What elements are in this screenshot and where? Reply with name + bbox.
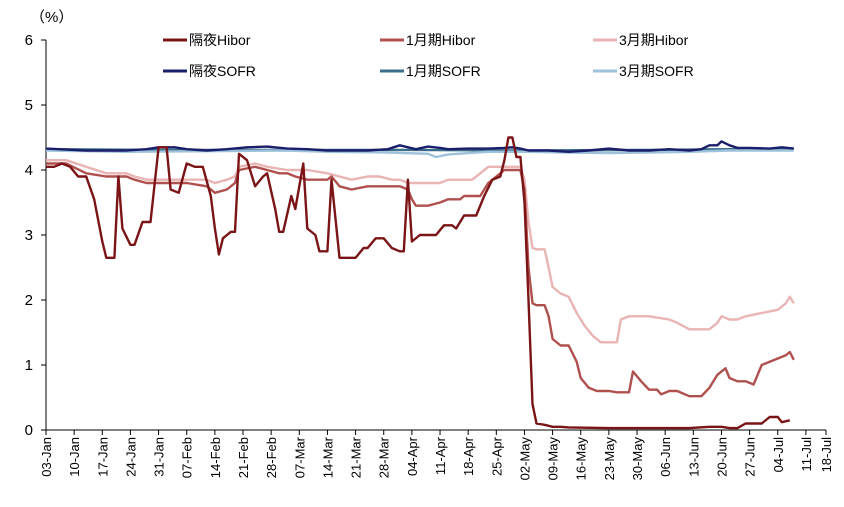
y-tick-label: 3 [25,227,33,244]
x-tick-label: 11-Jul [799,437,814,472]
x-tick-label: 25-Apr [489,436,504,476]
plot-area [45,136,795,430]
x-tick-label: 13-Jun [686,437,701,477]
x-tick-label: 02-May [517,437,532,481]
legend-label: 隔夜SOFR [189,63,256,79]
x-tick-label: 07-Feb [180,437,195,478]
x-tick-label: 18-Apr [461,436,476,476]
x-tick-label: 16-May [574,437,589,481]
y-tick-label: 4 [25,162,33,179]
y-unit-label: （%） [30,9,73,26]
x-tick-label: 03-Jan [39,437,54,477]
legend-label: 隔夜Hibor [189,32,251,48]
series-line-1 [46,162,795,398]
x-tick-label: 24-Jan [123,437,138,477]
x-tick-label: 11-Apr [433,436,448,475]
x-tick-label: 20-Jun [714,437,729,477]
x-tick-label: 14-Feb [208,437,223,478]
x-tick-label: 04-Apr [405,436,420,476]
x-tick-label: 07-Mar [292,436,307,478]
x-tick-label: 30-May [630,437,645,481]
legend-label: 3月期SOFR [619,63,694,79]
x-axis: 03-Jan 10-Jan 17-Jan 24-Jan 31-Jan 07-Feb 14-F… [39,429,834,481]
x-tick-label: 17-Jan [95,437,110,477]
x-tick-label: 21-Mar [349,436,364,478]
x-tick-label: 27-Jun [743,437,758,477]
x-tick-label: 23-May [602,437,617,481]
x-tick-label: 09-May [546,437,561,481]
legend-label: 1月期Hibor [406,32,476,48]
y-tick-label: 5 [25,97,33,114]
x-tick-label: 28-Feb [264,437,279,478]
x-tick-label: 31-Jan [152,437,167,477]
y-tick-label: 2 [25,292,33,309]
x-tick-label: 21-Feb [236,437,251,478]
series-line-5 [45,149,794,159]
x-tick-label: 06-Jun [658,437,673,477]
y-tick-label: 0 [25,422,33,439]
y-axis: 0 1 2 3 4 5 6 [25,32,47,439]
legend-label: 3月期Hibor [619,32,689,48]
legend: 隔夜Hibor 1月期Hibor 3月期Hibor 隔夜SOFR 1月期SOFR 3月期S… [163,32,694,79]
x-tick-label: 28-Mar [377,436,392,478]
y-tick-label: 6 [25,32,33,49]
x-tick-label: 04-Jul [771,437,786,473]
y-tick-label: 1 [25,357,33,374]
x-tick-label: 18-Jul [819,437,834,473]
x-tick-label: 10-Jan [67,437,82,477]
series-line-0 [46,136,791,430]
series-line-2 [46,159,795,344]
legend-label: 1月期SOFR [406,63,481,79]
x-tick-label: 14-Mar [320,436,335,478]
series-line-3 [45,140,794,153]
